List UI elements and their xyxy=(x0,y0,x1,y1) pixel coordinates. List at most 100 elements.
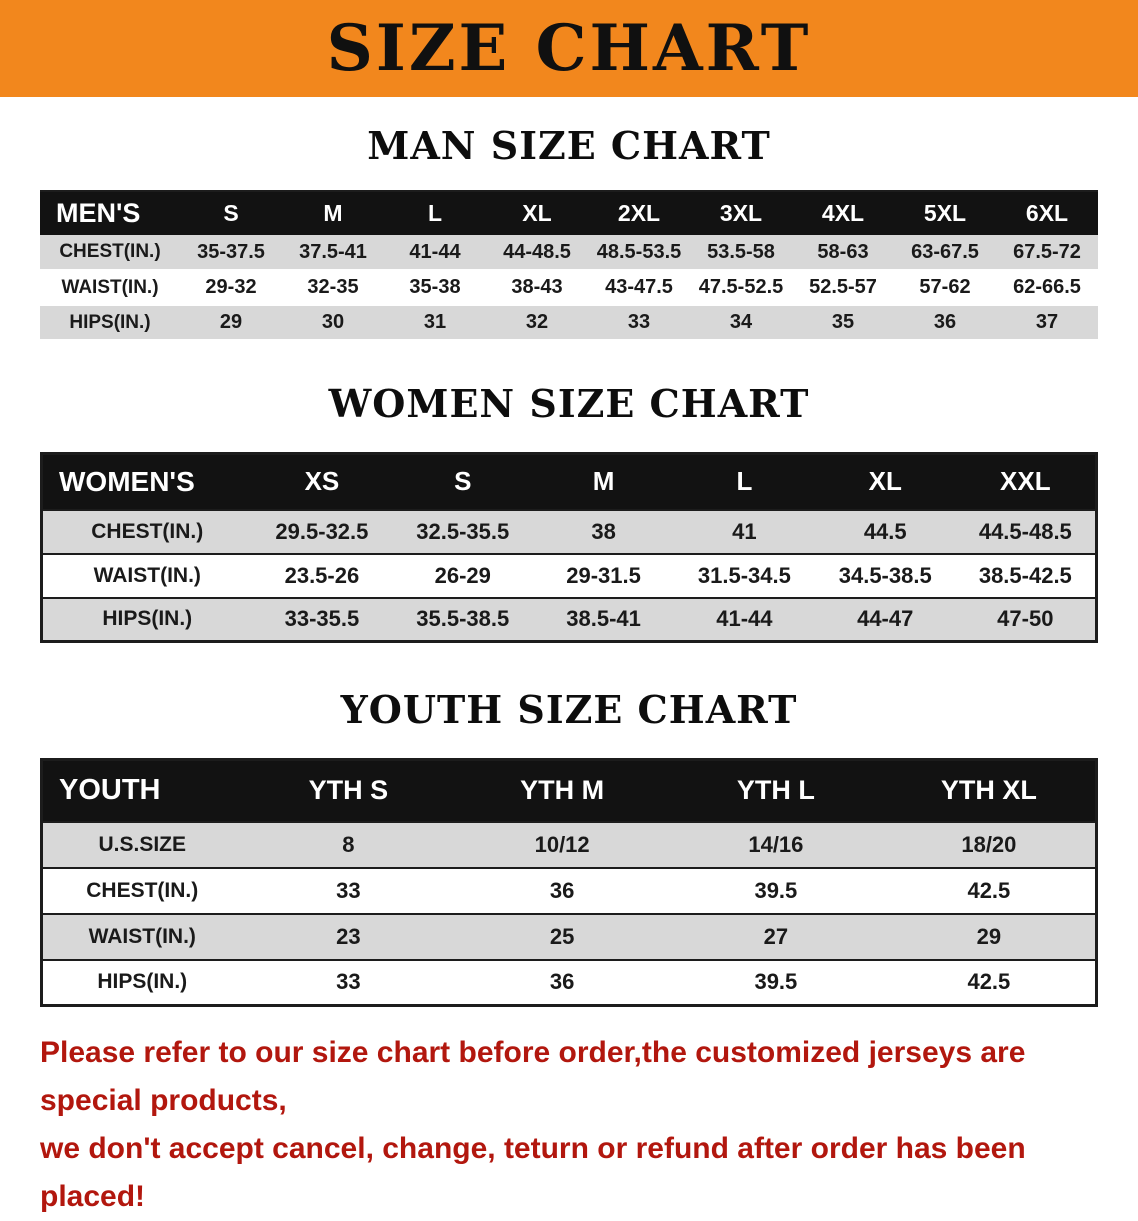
size-header-cell: YTH XL xyxy=(882,759,1097,822)
value-cell: 27 xyxy=(669,912,883,960)
value-cell: 48.5-53.5 xyxy=(588,235,690,271)
value-cell: 47.5-52.5 xyxy=(690,270,792,306)
size-header-cell: XL xyxy=(814,453,956,510)
table-row: CHEST(IN.) 29.5-32.5 32.5-35.5 38 41 44.5 44.5… xyxy=(41,508,1097,554)
table-title-cell: YOUTH xyxy=(41,759,242,822)
size-header-cell: S xyxy=(392,453,534,510)
table-row: HIPS(IN.) 29 30 31 32 33 34 35 36 37 xyxy=(40,305,1098,341)
value-cell: 39.5 xyxy=(669,866,883,914)
value-cell: 33 xyxy=(588,305,690,341)
value-cell: 41 xyxy=(673,508,815,554)
size-chart-banner: SIZE CHART xyxy=(0,0,1138,97)
row-label-cell: WAIST(IN.) xyxy=(41,912,242,960)
size-header-cell: 2XL xyxy=(588,191,690,235)
value-cell: 63-67.5 xyxy=(894,235,996,271)
table-header-row: WOMEN'S XS S M L XL XXL xyxy=(41,453,1097,510)
row-label-cell: U.S.SIZE xyxy=(41,820,242,868)
table-row: HIPS(IN.) 33-35.5 35.5-38.5 38.5-41 41-44 44-… xyxy=(41,596,1097,642)
size-header-cell: L xyxy=(384,191,486,235)
value-cell: 34.5-38.5 xyxy=(814,552,956,598)
value-cell: 44-47 xyxy=(814,596,956,642)
women-size-table: WOMEN'S XS S M L XL XXL CHEST(IN.) 29.5-32.5 32.5… xyxy=(40,452,1098,643)
value-cell: 29-31.5 xyxy=(533,552,674,598)
row-label-cell: CHEST(IN.) xyxy=(40,235,180,271)
value-cell: 62-66.5 xyxy=(996,270,1098,306)
value-cell: 8 xyxy=(241,820,456,868)
value-cell: 29 xyxy=(180,305,282,341)
value-cell: 38.5-41 xyxy=(533,596,674,642)
value-cell: 30 xyxy=(282,305,384,341)
value-cell: 31.5-34.5 xyxy=(673,552,815,598)
value-cell: 35-38 xyxy=(384,270,486,306)
value-cell: 43-47.5 xyxy=(588,270,690,306)
size-header-cell: L xyxy=(673,453,815,510)
youth-size-chart-heading: YOUTH SIZE CHART xyxy=(340,687,798,732)
row-label-cell: CHEST(IN.) xyxy=(41,866,242,914)
women-size-chart-heading: WOMEN SIZE CHART xyxy=(328,381,810,426)
size-header-cell: 3XL xyxy=(690,191,792,235)
table-title-cell: WOMEN'S xyxy=(41,453,252,510)
youth-size-table: YOUTH YTH S YTH M YTH L YTH XL U.S.SIZE 8 10/12… xyxy=(40,758,1098,1007)
table-title-cell: MEN'S xyxy=(40,191,180,235)
value-cell: 33-35.5 xyxy=(251,596,393,642)
size-header-cell: 4XL xyxy=(792,191,894,235)
value-cell: 42.5 xyxy=(882,866,1097,914)
table-header-row: MEN'S S M L XL 2XL 3XL 4XL 5XL 6XL xyxy=(40,191,1098,235)
size-header-cell: YTH M xyxy=(455,759,669,822)
size-header-cell: XS xyxy=(251,453,393,510)
value-cell: 14/16 xyxy=(669,820,883,868)
row-label-cell: HIPS(IN.) xyxy=(41,958,242,1006)
value-cell: 38.5-42.5 xyxy=(955,552,1097,598)
size-header-cell: M xyxy=(282,191,384,235)
banner-title: SIZE CHART xyxy=(326,11,812,86)
row-label-cell: HIPS(IN.) xyxy=(41,596,252,642)
value-cell: 29 xyxy=(882,912,1097,960)
value-cell: 53.5-58 xyxy=(690,235,792,271)
value-cell: 36 xyxy=(894,305,996,341)
value-cell: 52.5-57 xyxy=(792,270,894,306)
table-header-row: YOUTH YTH S YTH M YTH L YTH XL xyxy=(41,759,1097,822)
table-row: WAIST(IN.) 23.5-26 26-29 29-31.5 31.5-34.5 34… xyxy=(41,552,1097,598)
value-cell: 36 xyxy=(455,958,669,1006)
disclaimer-line-2: we don't accept cancel, change, teturn o… xyxy=(40,1132,1026,1213)
row-label-cell: WAIST(IN.) xyxy=(41,552,252,598)
size-header-cell: M xyxy=(533,453,674,510)
value-cell: 23.5-26 xyxy=(251,552,393,598)
size-header-cell: 6XL xyxy=(996,191,1098,235)
value-cell: 44-48.5 xyxy=(486,235,588,271)
value-cell: 42.5 xyxy=(882,958,1097,1006)
table-row: HIPS(IN.) 33 36 39.5 42.5 xyxy=(41,958,1097,1006)
value-cell: 34 xyxy=(690,305,792,341)
size-header-cell: XXL xyxy=(955,453,1097,510)
value-cell: 35 xyxy=(792,305,894,341)
value-cell: 29-32 xyxy=(180,270,282,306)
row-label-cell: WAIST(IN.) xyxy=(40,270,180,306)
value-cell: 38 xyxy=(533,508,674,554)
size-header-cell: 5XL xyxy=(894,191,996,235)
value-cell: 36 xyxy=(455,866,669,914)
table-row: WAIST(IN.) 23 25 27 29 xyxy=(41,912,1097,960)
row-label-cell: HIPS(IN.) xyxy=(40,305,180,341)
size-header-cell: S xyxy=(180,191,282,235)
size-header-cell: YTH S xyxy=(241,759,456,822)
value-cell: 58-63 xyxy=(792,235,894,271)
table-row: CHEST(IN.) 35-37.5 37.5-41 41-44 44-48.5 48.5… xyxy=(40,235,1098,271)
value-cell: 41-44 xyxy=(384,235,486,271)
value-cell: 35.5-38.5 xyxy=(392,596,534,642)
value-cell: 67.5-72 xyxy=(996,235,1098,271)
men-size-table: MEN'S S M L XL 2XL 3XL 4XL 5XL 6XL CHEST(IN.) 35-37… xyxy=(40,190,1098,341)
value-cell: 47-50 xyxy=(955,596,1097,642)
value-cell: 31 xyxy=(384,305,486,341)
value-cell: 10/12 xyxy=(455,820,669,868)
value-cell: 18/20 xyxy=(882,820,1097,868)
value-cell: 57-62 xyxy=(894,270,996,306)
size-header-cell: YTH L xyxy=(669,759,883,822)
value-cell: 32 xyxy=(486,305,588,341)
value-cell: 26-29 xyxy=(392,552,534,598)
disclaimer-text: Please refer to our size chart before or… xyxy=(40,1029,1110,1221)
table-row: U.S.SIZE 8 10/12 14/16 18/20 xyxy=(41,820,1097,868)
value-cell: 32-35 xyxy=(282,270,384,306)
value-cell: 25 xyxy=(455,912,669,960)
disclaimer-line-1: Please refer to our size chart before or… xyxy=(40,1036,1026,1117)
value-cell: 23 xyxy=(241,912,456,960)
